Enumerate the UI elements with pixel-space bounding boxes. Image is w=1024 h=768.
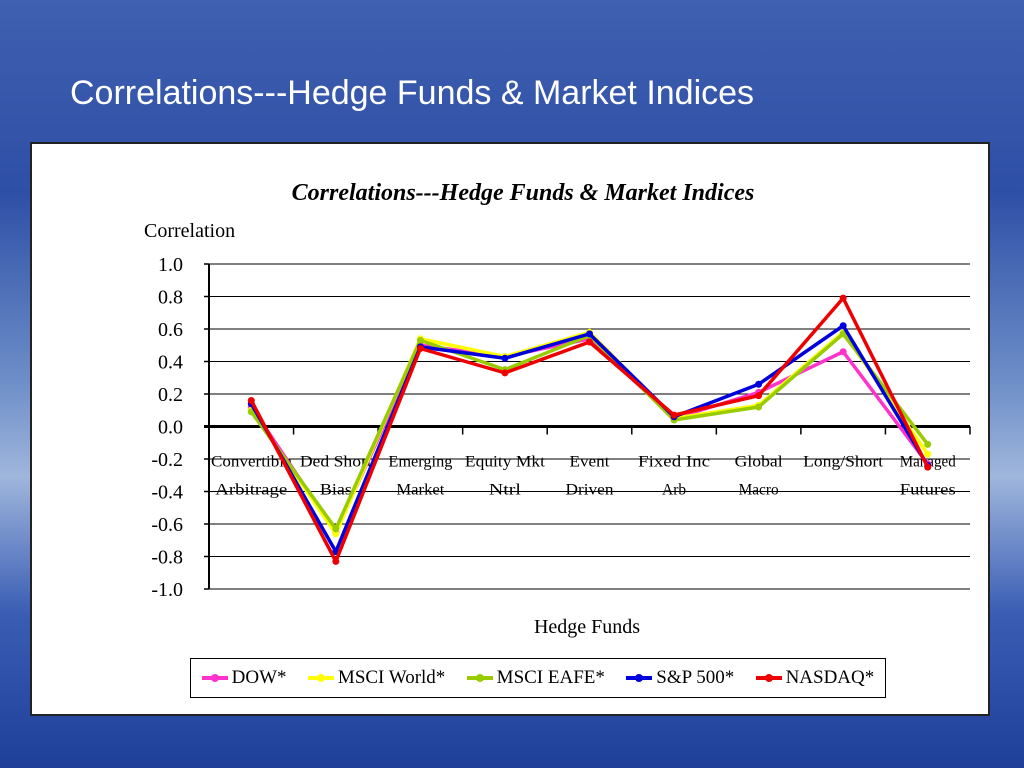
data-point: [586, 338, 593, 346]
data-point: [670, 411, 678, 419]
data-point: [924, 440, 932, 448]
legend-item: DOW*: [201, 667, 287, 689]
legend-item: S&P 500*: [626, 667, 734, 689]
data-point: [924, 450, 932, 458]
line-chart: Correlations---Hedge Funds & Market Indi…: [144, 180, 971, 638]
x-tick-label: Market: [396, 482, 445, 499]
legend-label: NASDAQ*: [785, 667, 875, 688]
x-tick-label: Fixed Inc: [638, 454, 710, 471]
x-tick-label: Driven: [566, 482, 614, 499]
legend-label: MSCI World*: [337, 667, 446, 688]
slide-title: Correlations---Hedge Funds & Market Indi…: [70, 74, 755, 112]
x-axis-label: Hedge Funds: [534, 616, 640, 638]
x-tick-label: Emerging: [388, 454, 452, 471]
y-tick-label: -0.4: [151, 482, 183, 504]
data-point: [332, 557, 340, 565]
y-tick-label: -1.0: [151, 579, 183, 601]
data-point: [755, 392, 763, 400]
legend-item: MSCI World*: [307, 667, 446, 689]
series-line: [249, 332, 930, 531]
y-tick-label: 0.4: [158, 352, 183, 374]
legend-swatch: [201, 674, 228, 682]
series-line: [249, 337, 930, 534]
y-tick-label: -0.2: [151, 449, 183, 471]
y-axis-label: Correlation: [144, 220, 235, 242]
x-tick-label: Arb: [662, 482, 686, 499]
x-tick-label: Arbitrage: [215, 482, 287, 499]
chart-frame: Correlations---Hedge Funds & Market Indi…: [30, 142, 990, 716]
x-tick-label: Long/Short: [803, 454, 884, 471]
data-point: [586, 330, 593, 338]
legend-swatch: [626, 674, 653, 682]
data-point: [501, 369, 509, 377]
x-tick-label: Ntrl: [489, 482, 522, 499]
data-point: [416, 345, 424, 352]
legend-label: DOW*: [231, 667, 287, 688]
x-tick-label: Convertible: [211, 454, 292, 471]
series-line: [249, 330, 930, 536]
x-tick-label: Equity Mkt: [465, 454, 546, 471]
legend-label: MSCI EAFE*: [496, 667, 605, 688]
legend-swatch: [307, 674, 334, 682]
legend-item: MSCI EAFE*: [466, 667, 605, 689]
y-tick-label: 0.6: [158, 319, 183, 341]
legend-item: NASDAQ*: [755, 667, 875, 689]
data-point: [839, 322, 847, 330]
chart-legend: DOW* MSCI World* MSCI EAFE* S&P 500* NASDAQ*: [190, 658, 886, 698]
legend-label: S&P 500*: [656, 667, 735, 688]
data-point: [839, 294, 847, 302]
data-point: [247, 397, 255, 404]
data-point: [416, 336, 424, 344]
data-point: [839, 348, 847, 356]
y-tick-label: -0.8: [151, 547, 183, 569]
chart-title: Correlations---Hedge Funds & Market Indi…: [292, 180, 755, 206]
data-point: [755, 403, 763, 411]
data-point: [501, 354, 509, 362]
data-point: [924, 463, 932, 471]
data-point: [332, 525, 340, 533]
legend-swatch: [466, 674, 493, 682]
data-point: [332, 530, 340, 538]
x-tick-label: Macro: [739, 482, 779, 499]
y-tick-label: 0.0: [158, 417, 183, 439]
axes: 1.0 0.8 0.6 0.4 0.2 0.0 -0.2 -0.4 -0.6 -0.8 -1.0 Co…: [151, 254, 971, 601]
x-tick-label: Global: [735, 454, 784, 471]
y-tick-label: -0.6: [151, 514, 183, 536]
data-point: [755, 380, 763, 388]
legend-swatch: [755, 674, 782, 682]
y-tick-label: 1.0: [158, 254, 183, 276]
x-tick-label: Ded Short: [300, 454, 373, 471]
series-lines: [247, 294, 932, 565]
y-tick-label: 0.2: [158, 384, 183, 406]
x-tick-label: Bias: [320, 482, 352, 499]
y-tick-label: 0.8: [158, 287, 183, 309]
x-tick-label: Futures: [900, 482, 956, 499]
data-point: [839, 330, 847, 338]
x-tick-label: Event: [570, 454, 611, 471]
